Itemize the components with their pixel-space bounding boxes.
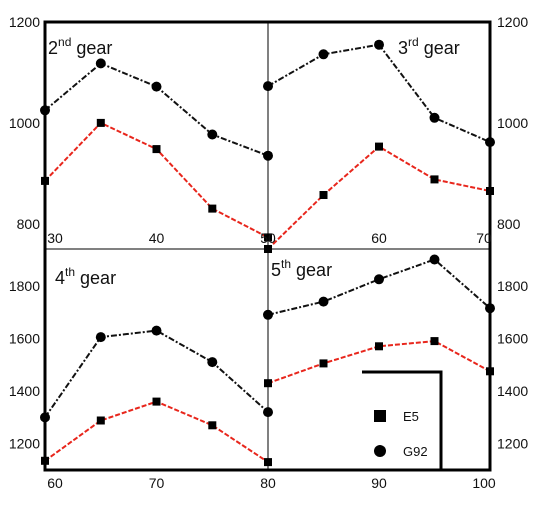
panel-3-y-tick-label: 1200: [9, 436, 40, 452]
panel-3-y-tick-label: 1600: [9, 331, 40, 347]
panel-3-series-E5-point-60: [41, 456, 49, 465]
panel-2-y-tick-label: 800: [497, 216, 521, 232]
panel-4-series-E5-point-95: [430, 337, 439, 346]
panel-3-series-E5-point-80: [264, 458, 272, 467]
panel-2-title: 3rd gear: [398, 35, 460, 58]
panel-4-y-tick-label: 1600: [497, 331, 528, 347]
legend-box: [362, 370, 443, 470]
panel-2-y-tick-label: 1200: [497, 14, 528, 30]
legend-marker-E5: [374, 410, 386, 422]
panel-4-series-E5-point-85: [319, 359, 328, 368]
panel-4-series-G92-point-90: [374, 274, 384, 285]
panel-1-series-G92-point-40: [151, 81, 162, 92]
panel-3-series-G92-point-80: [263, 407, 273, 418]
panel-2-series-G92-point-60: [374, 39, 384, 50]
tick-labels: 30 40 50 800 1000 1200 60 70 800 1000 1200 60 70 80 12…: [9, 14, 529, 491]
panel-1-y-tick-label: 800: [17, 216, 41, 232]
panel-1-series-E5-point-30: [41, 176, 49, 185]
panel-2-series-G92-point-65: [429, 112, 440, 123]
legend-label-G92: G92: [403, 444, 428, 459]
panel-2-series-G92-point-70: [485, 137, 495, 148]
legend: E5 G92: [362, 370, 443, 470]
panel-4-x-tick-label: 100: [472, 475, 496, 491]
panel-2-series-E5-point-50: [264, 245, 272, 253]
panel-3-x-tick-label: 60: [47, 475, 63, 491]
panel-1-series-G92-point-45: [207, 129, 218, 140]
panel-1-title: 2nd gear: [48, 35, 112, 58]
panel-2-series-E5-point-70: [486, 187, 494, 195]
panel-1-x-tick-label: 50: [260, 230, 276, 246]
panel-2-series-E5-point-55: [319, 191, 328, 199]
panel-1-series-E5-point-40: [152, 145, 161, 154]
panel-4-series-E5-point-90: [375, 342, 383, 351]
panel-2-series-G92-point-50: [263, 81, 273, 92]
panel-3-series-G92-point-70: [151, 325, 162, 336]
panel-4-series-E5-line: [267, 340, 491, 385]
panel-4-series-G92-point-85: [318, 296, 329, 307]
panel-3-x-tick-label: 80: [260, 475, 276, 491]
panel-4-x-tick-label: 90: [371, 475, 387, 491]
panel-1-series-G92-point-50: [263, 150, 273, 161]
panel-4-y-tick-label: 1400: [497, 383, 528, 399]
panel-4-series-E5-point-80: [264, 379, 272, 388]
panel-titles: 2nd gear 3rd gear 4th gear 5th gear: [48, 35, 460, 288]
panel-1-series-E5-point-35: [96, 118, 105, 127]
panel-2-series-E5-point-60: [375, 142, 383, 151]
panel-4-series-G92-point-95: [429, 254, 440, 265]
panel-1-x-tick-label: 30: [47, 230, 63, 246]
panel-1-x-tick-label: 40: [149, 230, 165, 246]
panel-1-series-E5-point-45: [208, 204, 217, 213]
panel-4-series-E5-point-100: [486, 367, 494, 376]
panel-3-series-G92-point-65: [95, 332, 106, 343]
panel-3-y-tick-label: 1400: [9, 383, 40, 399]
panel-3-title: 4th gear: [55, 265, 116, 288]
panel-1-series-G92-point-30: [40, 105, 50, 116]
panel-3-y-tick-label: 1800: [9, 278, 40, 294]
panel-3-series-G92-point-60: [40, 412, 50, 423]
panel-2-x-tick-label: 70: [476, 230, 492, 246]
panel-2-series-G92-point-55: [318, 49, 329, 60]
legend-marker-G92: [374, 445, 386, 457]
panel-3-series-E5-point-70: [152, 397, 161, 406]
chart-series: [40, 39, 495, 467]
panel-1-series-E5-point-50: [264, 233, 272, 242]
panel-4-title: 5th gear: [271, 257, 332, 280]
panel-1-y-tick-label: 1200: [9, 14, 40, 30]
panel-4-y-tick-label: 1800: [497, 278, 528, 294]
panel-3-x-tick-label: 70: [149, 475, 165, 491]
panel-3-series-E5-point-65: [96, 416, 105, 425]
legend-label-E5: E5: [403, 409, 419, 424]
panel-2-series-E5-point-65: [430, 175, 439, 184]
panel-2-x-tick-label: 60: [371, 230, 387, 246]
panel-1-y-tick-label: 1000: [9, 115, 40, 131]
panel-4-series-G92-point-80: [263, 309, 273, 320]
panel-3-series-G92-point-75: [207, 357, 218, 368]
panel-4-series-G92-point-100: [485, 303, 495, 314]
panel-2-y-tick-label: 1000: [497, 115, 528, 131]
panel-3-series-E5-point-75: [208, 421, 217, 430]
panel-4-y-tick-label: 1200: [497, 436, 528, 452]
panel-1-series-G92-point-35: [95, 58, 106, 69]
